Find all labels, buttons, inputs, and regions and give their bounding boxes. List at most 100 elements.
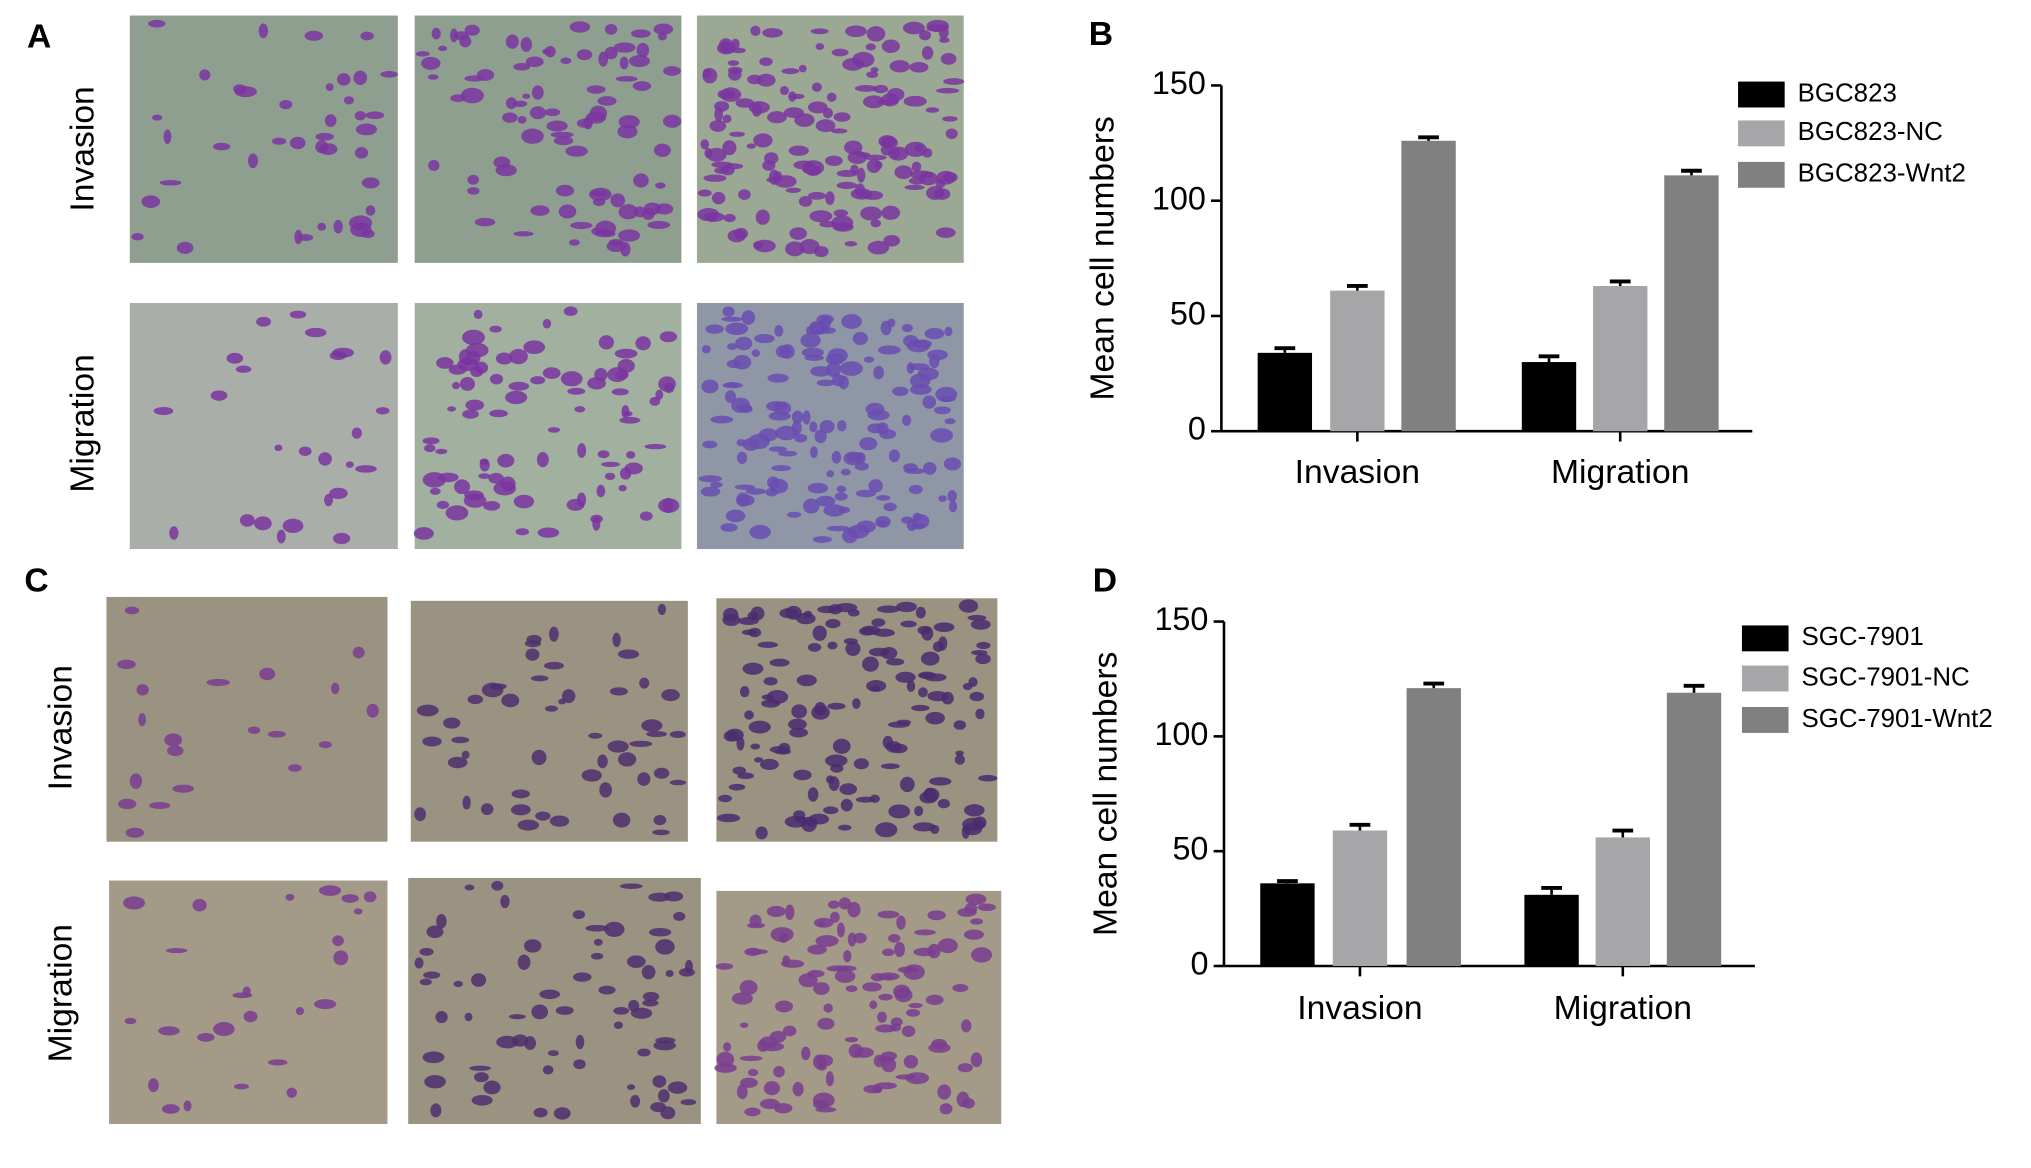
stained-cell: [817, 1017, 835, 1030]
stained-cell: [800, 333, 821, 348]
stained-cell: [536, 451, 549, 468]
stained-cell: [834, 969, 856, 983]
stained-cell: [722, 306, 735, 317]
stained-cell: [271, 137, 287, 145]
stained-cell: [736, 451, 748, 465]
stained-cell: [489, 325, 502, 333]
stained-cell: [947, 490, 957, 502]
stained-cell: [324, 493, 333, 507]
stained-cell: [799, 239, 820, 255]
stained-cell: [904, 184, 925, 191]
stained-cell: [865, 43, 876, 51]
stained-cell: [561, 689, 576, 704]
stained-cell: [710, 415, 734, 424]
x-tick-label: Migration: [1554, 990, 1692, 1027]
stained-cell: [581, 769, 602, 782]
stained-cell: [845, 25, 867, 38]
stained-cell: [937, 798, 950, 809]
stained-cell: [697, 189, 712, 197]
stained-cell: [783, 107, 804, 118]
stained-cell: [895, 671, 916, 683]
stained-cell: [239, 514, 255, 527]
stained-cell: [760, 758, 779, 770]
stained-cell: [935, 227, 956, 238]
stained-cell: [242, 986, 251, 997]
stained-cell: [879, 429, 897, 439]
stained-cell: [530, 205, 550, 216]
stained-cell: [939, 1103, 953, 1115]
stained-cell: [331, 682, 340, 695]
stained-cell: [572, 910, 586, 920]
stained-cell: [544, 661, 564, 670]
stained-cell: [868, 479, 883, 493]
stained-cell: [878, 993, 893, 1001]
stained-cell: [513, 100, 528, 108]
stained-cell: [267, 730, 286, 738]
stained-cell: [333, 950, 349, 966]
stained-cell: [768, 446, 787, 452]
stained-cell: [669, 779, 687, 786]
stained-cell: [453, 980, 464, 988]
stained-cell: [617, 358, 635, 373]
stained-cell: [644, 443, 667, 450]
stained-cell: [243, 1010, 258, 1023]
stained-cell: [859, 437, 878, 451]
stained-cell: [592, 198, 606, 207]
stained-cell: [705, 324, 724, 334]
stained-cell: [531, 749, 547, 766]
stained-cell: [793, 160, 815, 170]
stained-cell: [573, 972, 592, 982]
stained-cell: [573, 1059, 586, 1070]
stained-cell: [843, 949, 852, 963]
stained-cell: [789, 227, 807, 240]
stained-cell: [877, 1011, 887, 1023]
y-tick-label: 150: [1154, 601, 1208, 637]
bar: [1524, 894, 1579, 966]
stained-cell: [703, 174, 727, 182]
legend-label: BGC823-NC: [1798, 118, 1943, 146]
stained-cell: [802, 410, 811, 425]
stained-cell: [807, 482, 829, 494]
stained-cell: [611, 388, 629, 396]
stained-cell: [859, 627, 876, 636]
stained-cell: [896, 601, 917, 613]
stained-cell: [598, 51, 609, 67]
stained-cell: [560, 57, 572, 64]
stained-cell: [813, 917, 834, 928]
stained-cell: [918, 671, 936, 680]
stained-cell: [510, 804, 531, 816]
stained-cell: [169, 526, 179, 540]
stained-cell: [489, 683, 507, 690]
stained-cell: [555, 184, 575, 197]
row-label: Invasion: [42, 665, 79, 790]
stained-cell: [761, 694, 774, 700]
stained-cell: [775, 345, 792, 359]
stained-cell: [626, 451, 636, 459]
stained-cell: [774, 748, 792, 755]
stained-cell: [379, 350, 392, 365]
stained-cell: [574, 406, 586, 413]
row-label: Migration: [42, 924, 79, 1062]
stained-cell: [834, 492, 848, 501]
stained-cell: [740, 1077, 758, 1088]
stained-cell: [906, 680, 916, 692]
stained-cell: [633, 173, 649, 188]
stained-cell: [164, 733, 183, 747]
stained-cell: [905, 1072, 930, 1085]
stained-cell: [829, 911, 840, 923]
stained-cell: [473, 309, 483, 320]
stained-cell: [136, 684, 149, 696]
row-label: Migration: [64, 354, 101, 492]
stained-cell: [865, 402, 885, 416]
stained-cell: [619, 416, 641, 424]
x-tick-label: Invasion: [1295, 454, 1420, 491]
stained-cell: [943, 78, 965, 85]
stained-cell: [919, 171, 938, 186]
stained-cell: [206, 678, 230, 687]
stained-cell: [416, 704, 439, 717]
stained-cell: [770, 927, 794, 942]
stained-cell: [501, 693, 520, 708]
stained-cell: [653, 143, 671, 157]
stained-cell: [684, 959, 693, 974]
